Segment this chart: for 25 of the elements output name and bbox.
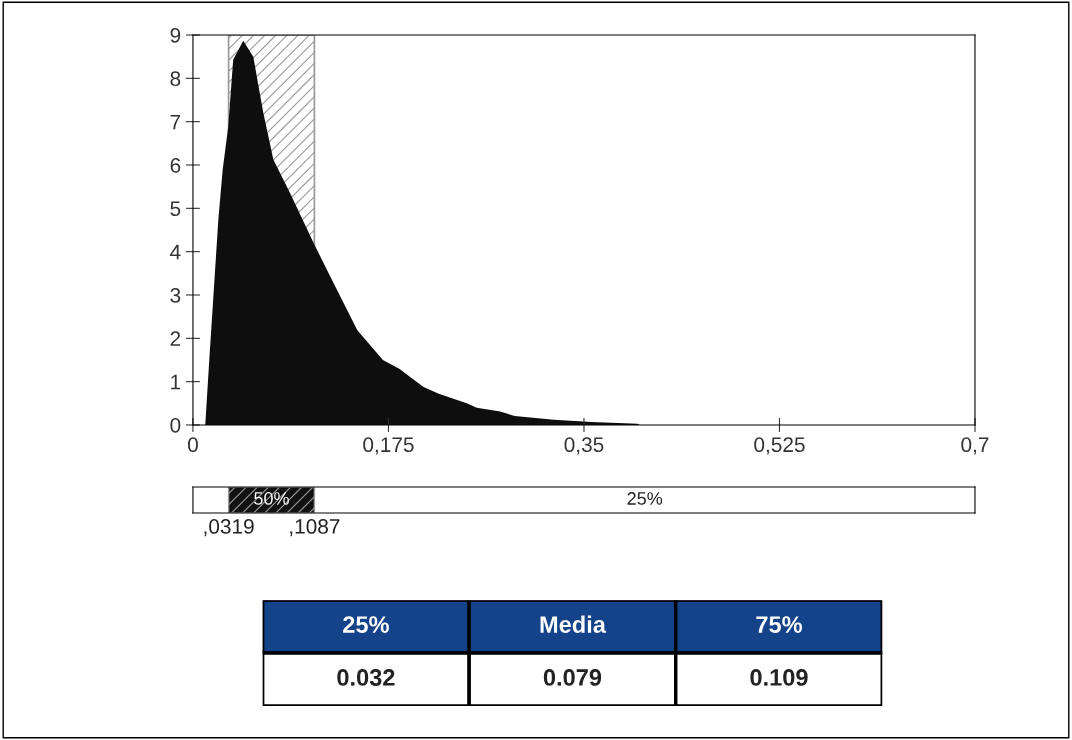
y-tick-label: 1: [171, 374, 181, 390]
x-tick-label: 0,175: [363, 437, 414, 455]
category-label: 75%: [756, 616, 802, 633]
category-label: 25%: [343, 616, 389, 633]
text: ,0319: [204, 519, 254, 537]
text: 50%: [254, 492, 289, 505]
text: ,1087: [290, 519, 340, 537]
y-tick-label: 9: [170, 28, 181, 43]
y-tick-label: 3: [170, 287, 181, 303]
text: 25%: [627, 492, 663, 505]
text: 0.032: [337, 669, 395, 686]
x-tick-label: 0,7: [961, 437, 989, 455]
x-tick-label: 0: [187, 437, 198, 453]
y-tick-label: 7: [170, 114, 181, 130]
category-label: Media: [540, 615, 607, 633]
y-tick-label: 6: [170, 158, 181, 173]
y-tick-label: 2: [170, 331, 181, 346]
text: 0.079: [543, 669, 602, 686]
y-tick-label: 4: [170, 244, 181, 260]
x-tick-label: 0,35: [564, 437, 604, 455]
y-tick-label: 5: [170, 201, 181, 217]
y-tick-label: 0: [170, 417, 181, 433]
text: 0.109: [750, 669, 808, 686]
x-tick-label: 0,525: [754, 437, 805, 455]
y-tick-label: 8: [170, 71, 181, 87]
